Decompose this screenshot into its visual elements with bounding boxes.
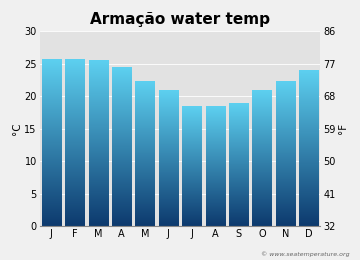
Y-axis label: °F: °F bbox=[338, 123, 348, 134]
Title: Armação water temp: Armação water temp bbox=[90, 12, 270, 27]
Text: © www.seatemperature.org: © www.seatemperature.org bbox=[261, 252, 349, 257]
Y-axis label: °C: °C bbox=[12, 122, 22, 135]
